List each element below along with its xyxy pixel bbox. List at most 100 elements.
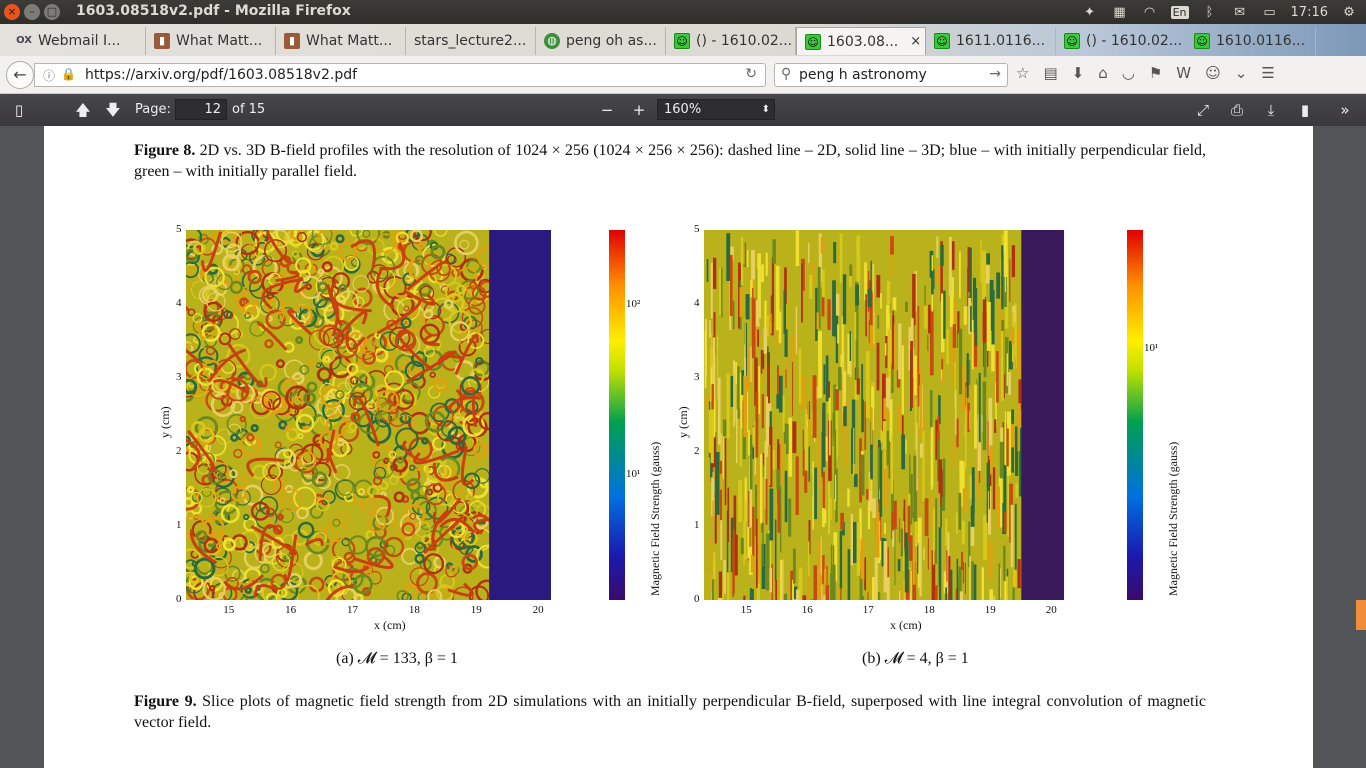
tab-8[interactable]: ☺ () - 1610.02...: [1056, 27, 1186, 55]
maximize-window-button[interactable]: □: [44, 4, 60, 20]
x-tick-17: 17: [862, 604, 874, 616]
url-bar[interactable]: ⓘ 🔒 https://arxiv.org/pdf/1603.08518v2.p…: [34, 63, 766, 87]
lock-icon: 🔒: [61, 67, 76, 81]
page-label: Page:: [135, 102, 171, 117]
wifi-icon[interactable]: ◠: [1143, 4, 1156, 20]
pdf-viewer[interactable]: Figure 8. 2D vs. 3D B-field profiles wit…: [0, 126, 1366, 768]
scrollbar-thumb[interactable]: [1356, 600, 1366, 630]
zoom-value: 160%: [664, 102, 702, 117]
battery-icon[interactable]: ▭: [1263, 4, 1276, 20]
overflow-chevron-icon[interactable]: ⌄: [1234, 64, 1248, 82]
tab-7[interactable]: ☺ 1611.0116...: [926, 27, 1056, 55]
menu-icon[interactable]: ☰: [1261, 64, 1275, 82]
select-chevron-icon: ⬍: [761, 104, 770, 115]
colorbar-b-tick-1: 10¹: [1144, 342, 1159, 354]
indicator-icon[interactable]: ▦: [1113, 4, 1126, 20]
x-tick-19: 19: [984, 604, 996, 616]
smiley-icon: ☺: [934, 33, 950, 49]
keyboard-layout-indicator[interactable]: En: [1170, 5, 1189, 19]
zoom-out-icon[interactable]: −: [600, 101, 614, 119]
info-icon[interactable]: ⓘ: [43, 69, 56, 83]
tab-5[interactable]: ☺ () - 1610.02...: [666, 27, 796, 55]
bookmark-icon[interactable]: ▮: [1300, 101, 1310, 119]
pocket-icon[interactable]: ◡: [1121, 64, 1135, 82]
colorbar-b-label: Magnetic Field Strength (gauss): [1166, 441, 1180, 596]
colorbar-a-tick-1: 10¹: [626, 468, 641, 480]
system-tray: ✦ ▦ ◠ En ᛒ ✉ ▭ 17:16 ⚙: [1081, 2, 1358, 22]
previous-page-icon[interactable]: 🡅: [75, 101, 91, 119]
tab-label: peng oh as...: [566, 33, 657, 49]
pdf-toolbar: ▯ 🡅 🡇 Page: 12 of 15 − + 160% ⬍ ⤢ ⎙ ⤓ ▮ »: [0, 94, 1366, 126]
window-titlebar: × – □ 1603.08518v2.pdf - Mozilla Firefox…: [0, 0, 1366, 24]
figure-8-label: Figure 8.: [134, 142, 196, 159]
tab-label: What Matt...: [176, 33, 263, 49]
figure-9-caption: Figure 9. Slice plots of magnetic field …: [134, 691, 1206, 733]
book-icon: ▮: [154, 33, 170, 49]
window-title: 1603.08518v2.pdf - Mozilla Firefox: [76, 3, 351, 19]
x-tick-19: 19: [470, 604, 482, 616]
search-go-icon[interactable]: →: [989, 66, 1001, 82]
tab-label: Webmail I...: [38, 33, 121, 49]
ox-icon: OX: [16, 35, 32, 46]
clock[interactable]: 17:16: [1290, 4, 1328, 20]
extension-icon[interactable]: ⚑: [1148, 64, 1163, 82]
next-page-icon[interactable]: 🡇: [105, 101, 121, 119]
tab-1[interactable]: ▮ What Matt...: [146, 27, 276, 55]
tab-3[interactable]: stars_lecture2...: [406, 27, 536, 55]
smiley-icon: ☺: [1194, 33, 1210, 49]
zoom-select[interactable]: 160% ⬍: [657, 99, 775, 120]
tab-6[interactable]: ☺ 1603.08... ×: [796, 27, 926, 55]
bluetooth-icon[interactable]: ᛒ: [1205, 4, 1214, 20]
print-icon[interactable]: ⎙: [1230, 101, 1243, 119]
minimize-window-button[interactable]: –: [24, 4, 40, 20]
gear-icon[interactable]: ⚙: [1343, 4, 1355, 20]
plot-b-ylabel: y (cm): [676, 406, 690, 438]
tab-9[interactable]: ☺ 1610.0116...: [1186, 27, 1316, 55]
tab-label: () - 1610.02...: [696, 33, 793, 49]
search-input[interactable]: peng h astronomy: [799, 67, 927, 83]
page-number-input[interactable]: 12: [175, 99, 227, 120]
heatmap-texture-1: [704, 230, 1064, 600]
colorbar-a: [609, 230, 625, 600]
bookmark-star-icon[interactable]: ☆: [1016, 64, 1030, 82]
mail-icon[interactable]: ✉: [1234, 4, 1245, 20]
tab-4[interactable]: ◍ peng oh as...: [536, 27, 666, 55]
y-tick-0: 0: [176, 593, 182, 605]
url-text[interactable]: https://arxiv.org/pdf/1603.08518v2.pdf: [85, 67, 358, 83]
figure-9-text: Slice plots of magnetic field strength f…: [134, 693, 1207, 731]
tab-label: 1610.0116...: [1216, 33, 1306, 49]
home-icon[interactable]: ⌂: [1098, 64, 1108, 82]
downloads-icon[interactable]: ⬇: [1071, 64, 1085, 82]
y-tick-0: 0: [694, 593, 700, 605]
smiley-icon: ☺: [1064, 33, 1080, 49]
back-button[interactable]: ←: [6, 61, 34, 89]
y-tick-3: 3: [694, 371, 700, 383]
reload-icon[interactable]: ↻: [745, 66, 757, 82]
subcaption-b: (b) 𝓜 = 4, β = 1: [862, 650, 969, 667]
colorbar-b: [1127, 230, 1143, 600]
extension-cat-icon[interactable]: ☺: [1205, 64, 1221, 82]
download-icon[interactable]: ⤓: [1267, 101, 1275, 119]
sidebar-toggle-icon[interactable]: ▯: [14, 101, 24, 119]
extension-w-icon[interactable]: W: [1176, 64, 1192, 82]
close-tab-icon[interactable]: ×: [910, 34, 922, 49]
plot-a-xlabel: x (cm): [374, 618, 406, 632]
presentation-mode-icon[interactable]: ⤢: [1196, 101, 1209, 119]
tools-chevron-icon[interactable]: »: [1340, 101, 1350, 119]
tab-2[interactable]: ▮ What Matt...: [276, 27, 406, 55]
tab-label: stars_lecture2...: [414, 33, 527, 49]
dropbox-icon[interactable]: ✦: [1084, 4, 1095, 20]
subcaption-a: (a) 𝓜 = 133, β = 1: [336, 650, 458, 667]
close-window-button[interactable]: ×: [4, 4, 20, 20]
y-tick-3: 3: [176, 371, 182, 383]
tab-label: What Matt...: [306, 33, 393, 49]
globe-icon: ◍: [544, 33, 560, 49]
y-tick-1: 1: [694, 519, 700, 531]
zoom-in-icon[interactable]: +: [632, 101, 646, 119]
tab-0[interactable]: OX Webmail I...: [8, 27, 146, 55]
heatmap-a: [186, 230, 551, 600]
reading-list-icon[interactable]: ▤: [1043, 64, 1058, 82]
book-icon: ▮: [284, 33, 300, 49]
x-tick-20: 20: [532, 604, 544, 616]
search-bar[interactable]: ⚲ peng h astronomy →: [774, 63, 1008, 87]
